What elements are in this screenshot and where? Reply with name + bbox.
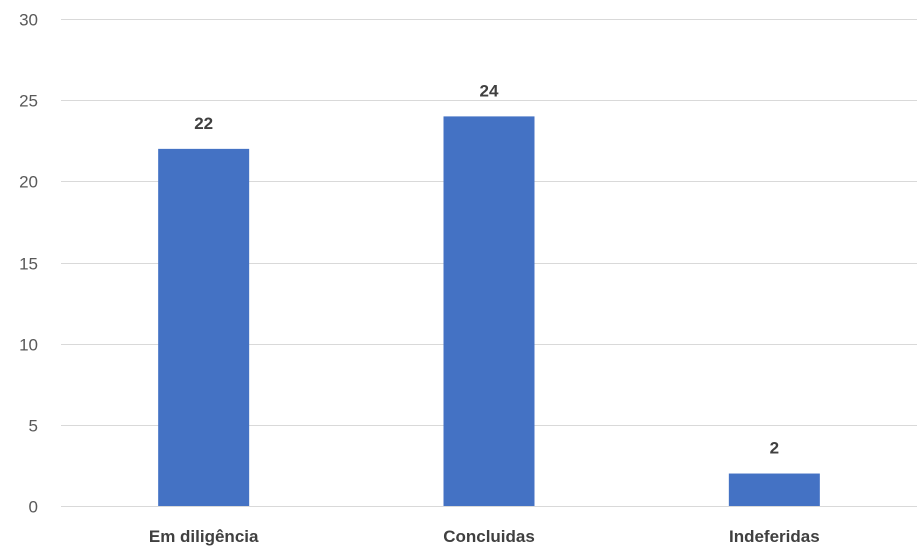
bar-concluidas (443, 116, 535, 507)
bars (158, 116, 820, 507)
data-labels: 22 24 2 (194, 81, 779, 457)
data-label-em-diligencia: 22 (194, 114, 213, 133)
data-label-indeferidas: 2 (770, 439, 779, 458)
category-label-concluidas: Concluidas (443, 527, 535, 546)
category-label-indeferidas: Indeferidas (729, 527, 820, 546)
y-tick-label-10: 10 (19, 336, 38, 355)
y-axis-tick-labels: 0 5 10 15 20 25 30 (19, 11, 38, 517)
y-tick-label-30: 30 (19, 11, 38, 30)
y-tick-label-20: 20 (19, 173, 38, 192)
y-tick-label-15: 15 (19, 255, 38, 274)
y-tick-label-0: 0 (29, 498, 38, 517)
category-label-em-diligencia: Em diligência (149, 527, 259, 546)
bar-em-diligencia (158, 148, 250, 506)
bar-indeferidas (728, 473, 820, 506)
x-axis-category-labels: Em diligência Concluidas Indeferidas (149, 527, 820, 546)
y-tick-label-5: 5 (29, 417, 38, 436)
data-label-concluidas: 24 (480, 81, 499, 100)
y-tick-label-25: 25 (19, 92, 38, 111)
